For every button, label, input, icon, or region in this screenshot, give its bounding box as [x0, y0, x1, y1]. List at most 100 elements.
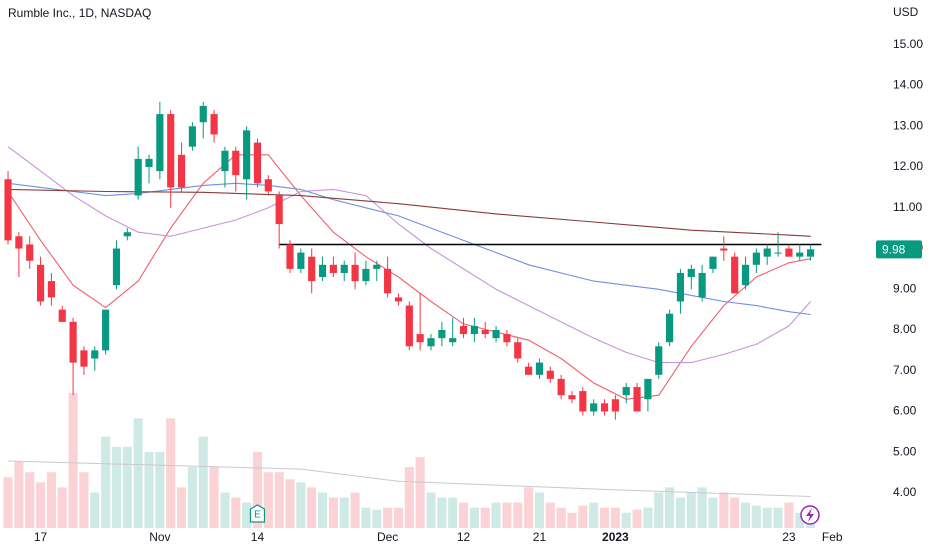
candle-body [80, 350, 88, 367]
volume-bar [545, 502, 555, 528]
x-tick-label: 17 [34, 530, 48, 544]
candle-body [557, 378, 565, 396]
candle-body [600, 403, 609, 412]
candle-body [232, 150, 240, 176]
candle-body [416, 334, 424, 343]
alert-icon[interactable] [800, 505, 820, 525]
candle-body [145, 158, 153, 168]
volume-bar [155, 451, 165, 528]
candle-body [373, 264, 381, 269]
candle-body [633, 387, 641, 412]
candle-body [112, 248, 121, 286]
volume-bar [675, 497, 685, 528]
candle-body [394, 297, 403, 302]
candle-body [731, 256, 739, 294]
candle-body [308, 256, 316, 282]
x-tick-label: Nov [149, 530, 170, 544]
volume-bar [187, 467, 197, 528]
volume-bar [122, 446, 132, 528]
volume-bar [730, 497, 740, 528]
volume-bar [14, 462, 24, 528]
candle-body [47, 281, 55, 298]
candle-body [611, 399, 619, 412]
volume-bar [57, 487, 67, 528]
candle-body [622, 387, 630, 396]
volume-average-line [7, 460, 811, 497]
moving-average-line [7, 188, 811, 237]
volume-bar [437, 497, 447, 528]
candle-body [579, 391, 587, 412]
volume-bar [133, 418, 143, 528]
candle-body [741, 264, 750, 286]
candle-body [525, 366, 533, 375]
candle-body [796, 252, 804, 257]
candle-body [297, 252, 305, 269]
candle-body [221, 150, 229, 172]
axes-layer: 15.0014.0013.0012.0011.0010.009.008.007.… [34, 37, 923, 544]
volume-bar [665, 487, 675, 528]
candle-body [807, 249, 815, 257]
volume-bar [599, 507, 610, 528]
volume-bar [90, 492, 100, 528]
volume-bar [25, 472, 35, 528]
volume-bar [263, 472, 273, 528]
volume-bar [176, 487, 187, 528]
candle-body [253, 142, 262, 184]
moving-average-line [7, 182, 811, 316]
candle-body [340, 264, 348, 273]
candle-layer [4, 101, 815, 420]
volume-bar [393, 507, 404, 528]
candle-body [199, 105, 207, 123]
currency-label: USD [893, 5, 919, 19]
candle-body [568, 395, 576, 400]
volume-bar [708, 497, 718, 528]
volume-bar [621, 512, 631, 528]
volume-bar [198, 436, 208, 528]
volume-bar [426, 492, 436, 528]
candle-body [384, 268, 392, 294]
candle-body [318, 264, 327, 278]
candle-body [666, 313, 674, 343]
candle-body [644, 378, 652, 400]
volume-bar [328, 497, 338, 528]
candle-body [243, 130, 251, 180]
volume-bar [567, 512, 577, 528]
volume-bar [166, 418, 176, 528]
volume-bar [697, 487, 707, 528]
candle-body [535, 362, 544, 375]
volume-bar [491, 502, 501, 528]
last-price-tag [876, 240, 922, 259]
volume-bar [740, 502, 751, 528]
candle-body [4, 179, 12, 241]
volume-bar [762, 507, 772, 528]
x-tick-label: Dec [377, 530, 398, 544]
volume-bar [46, 472, 56, 528]
candle-body [503, 334, 511, 343]
volume-bar [372, 509, 382, 528]
y-tick-label: 8.00 [893, 322, 917, 336]
x-tick-label: 12 [457, 530, 471, 544]
volume-bar [773, 507, 783, 528]
volume-bar [654, 492, 664, 528]
volume-bar [795, 512, 805, 528]
chart-title: Rumble Inc., 1D, NASDAQ [8, 6, 151, 20]
volume-bar [36, 482, 46, 528]
candle-body [351, 264, 359, 282]
y-tick-label: 12.00 [893, 159, 923, 173]
volume-bar [719, 492, 729, 528]
volume-bar [317, 492, 328, 528]
volume-bar [686, 492, 696, 528]
indicator-layer [7, 146, 822, 400]
volume-bar [296, 482, 306, 528]
volume-bar [111, 446, 122, 528]
candle-body [15, 236, 23, 249]
volume-bar [556, 507, 566, 528]
candle-body [275, 195, 283, 225]
volume-bar [534, 492, 545, 528]
candle-body [405, 305, 413, 347]
x-tick-label: 14 [251, 530, 265, 544]
candle-body [655, 346, 663, 375]
candle-body [676, 272, 685, 302]
x-tick-label: 21 [533, 530, 547, 544]
